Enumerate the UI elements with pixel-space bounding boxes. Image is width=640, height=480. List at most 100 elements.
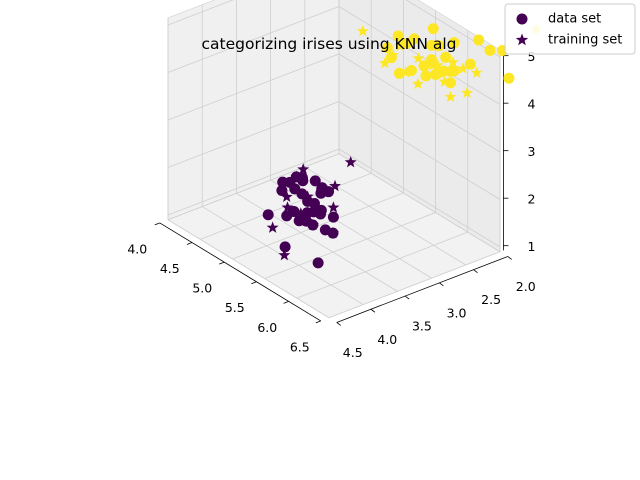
x-tick-label: 6.0	[257, 320, 277, 335]
tick-labels: 6.5 6.0 5.5 5.0 4.5 4.0 4.5 4.0 3.5 3.0 2.5 2.0 1 2 3 4…	[127, 49, 535, 360]
y-tick-label: 4.5	[343, 345, 363, 360]
training-set-point	[344, 155, 357, 168]
training-set-point	[280, 190, 293, 202]
x-axis-line	[159, 222, 321, 322]
x-tick-mark	[283, 300, 289, 304]
x-tick-mark	[186, 242, 193, 245]
x-tick-mark	[251, 281, 257, 285]
grid-lines	[167, 0, 501, 319]
data-set-point	[281, 210, 293, 222]
grid-line-y	[167, 17, 330, 319]
training-set-point	[432, 39, 445, 51]
training-set-point	[394, 39, 407, 52]
training-set-point	[300, 214, 313, 227]
y-tick-mark	[404, 295, 410, 300]
x-tick-label: 4.0	[127, 241, 147, 256]
training-set-point	[457, 62, 469, 74]
training-set-point	[301, 206, 314, 218]
z-tick-label: 3	[527, 144, 535, 159]
data-set-point	[308, 206, 320, 218]
training-set-point	[444, 90, 457, 103]
grid-line-z	[167, 148, 501, 248]
training-set-point	[461, 86, 474, 98]
data-set-point	[381, 42, 393, 54]
data-set-point	[418, 60, 430, 72]
grid-line-y	[201, 4, 364, 305]
training-set-point	[470, 66, 483, 78]
training-set-point	[316, 181, 329, 193]
training-set-point	[412, 52, 425, 64]
data-set-point	[284, 176, 296, 188]
y-tick-mark	[439, 282, 444, 287]
data-set-point	[473, 34, 485, 46]
data-set-point	[433, 66, 445, 78]
grid-line-z	[167, 0, 501, 58]
training-set-point	[438, 75, 451, 87]
legend-marker-training-set	[515, 33, 529, 46]
data-set-point	[484, 44, 496, 56]
training-set-point	[281, 201, 294, 213]
training-set-point	[306, 218, 319, 231]
grid-line-y	[338, 0, 501, 253]
training-set-point	[446, 56, 459, 68]
x-tick-label: 6.5	[290, 339, 310, 354]
data-set-point	[276, 184, 288, 196]
training-set-point	[266, 221, 279, 233]
legend: data set training set	[504, 3, 636, 55]
data-set-point	[392, 30, 404, 42]
y-tick-label: 3.0	[447, 305, 467, 320]
axis-lines	[154, 48, 512, 326]
training-set-point	[378, 56, 391, 69]
training-set-point	[329, 179, 341, 192]
x-tick-label: 5.0	[192, 281, 212, 296]
training-set-point	[439, 51, 452, 63]
z-tick-label: 4	[527, 97, 535, 112]
y-tick-label: 2.5	[481, 292, 501, 307]
y-axis-line	[336, 256, 508, 323]
data-set-point	[309, 175, 321, 187]
y-tick-label: 4.0	[377, 332, 397, 347]
training-set-point	[301, 190, 314, 202]
y-tick-mark	[370, 308, 376, 313]
training-set-point	[426, 59, 439, 71]
y-tick-label: 2.0	[516, 279, 536, 294]
y-tick-mark	[507, 256, 512, 260]
legend-label: data set	[548, 12, 601, 27]
training-set-point	[327, 201, 340, 213]
y-tick-mark	[336, 322, 341, 326]
training-set-point	[278, 248, 291, 261]
data-set-point	[262, 209, 274, 221]
legend-marker-data-set	[516, 13, 528, 25]
y-tick-mark	[473, 269, 478, 273]
training-set-point	[290, 170, 303, 182]
grid-line-z	[167, 101, 501, 200]
y-tick-label: 3.5	[412, 319, 432, 334]
training-set-point	[327, 226, 339, 239]
data-set-point	[420, 70, 432, 82]
z-tick-label: 2	[527, 192, 535, 207]
training-set-point	[411, 77, 424, 90]
training-set-point	[296, 173, 308, 185]
data-set-point	[312, 257, 324, 269]
x-tick-label: 4.5	[160, 261, 180, 276]
training-set-point	[448, 36, 461, 48]
data-set-point	[427, 23, 439, 35]
grid-line-y	[235, 0, 398, 292]
x-tick-mark	[315, 320, 321, 324]
grid-line-z	[167, 53, 501, 153]
grid-line-y	[270, 0, 432, 279]
training-set-point	[287, 206, 300, 219]
x-tick-mark	[154, 222, 160, 226]
training-set-point	[356, 24, 369, 37]
chart-title: categorizing irises using KNN alg	[202, 35, 457, 53]
grid-line-y	[304, 0, 467, 266]
x-tick-label: 5.5	[225, 300, 245, 315]
z-tick-label: 1	[527, 239, 535, 254]
data-set-point	[448, 65, 460, 77]
data-set-point	[503, 72, 515, 84]
training-set-point	[431, 59, 444, 71]
data-set-point	[393, 67, 405, 79]
data-set-point	[426, 54, 438, 66]
training-set-point	[408, 32, 421, 44]
